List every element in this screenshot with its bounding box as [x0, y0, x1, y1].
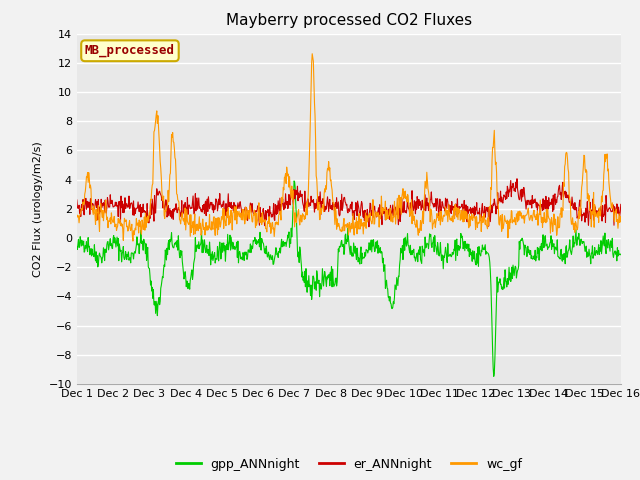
Text: MB_processed: MB_processed: [85, 44, 175, 58]
Title: Mayberry processed CO2 Fluxes: Mayberry processed CO2 Fluxes: [226, 13, 472, 28]
Y-axis label: CO2 Flux (urology/m2/s): CO2 Flux (urology/m2/s): [33, 141, 43, 276]
Legend: gpp_ANNnight, er_ANNnight, wc_gf: gpp_ANNnight, er_ANNnight, wc_gf: [171, 453, 527, 476]
